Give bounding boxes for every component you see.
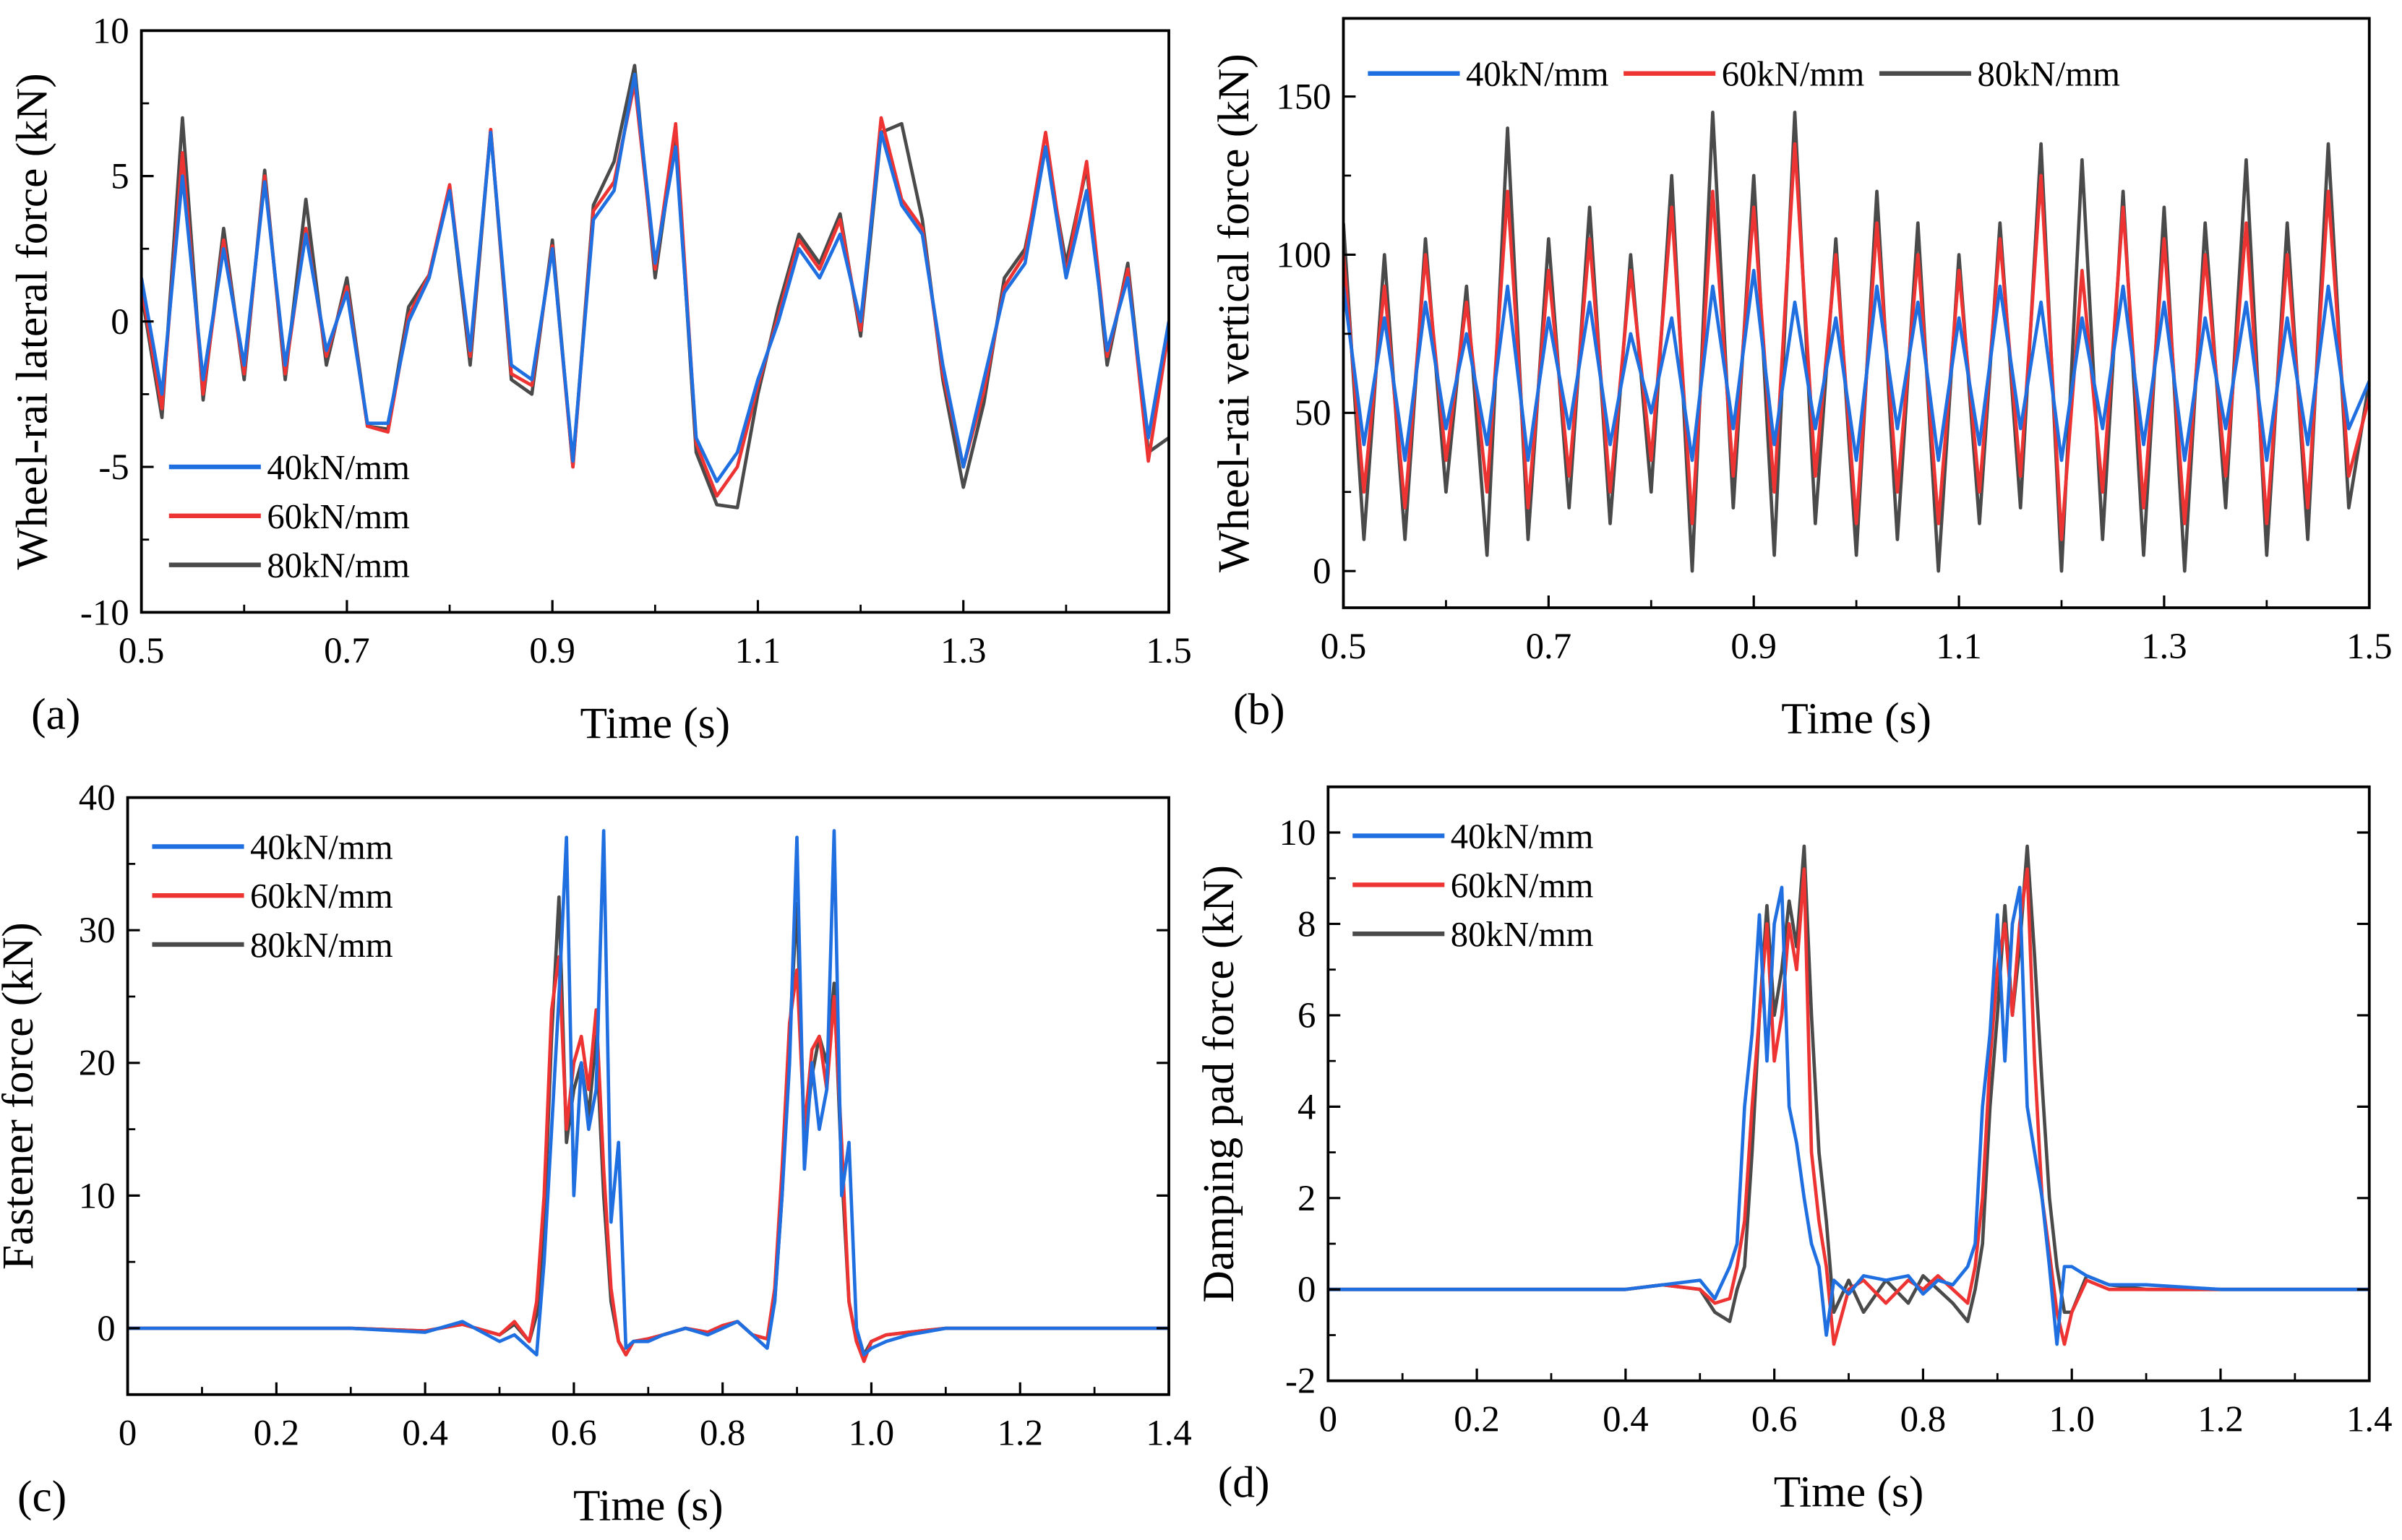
series-group [1328, 844, 2369, 1346]
series-line-80kN-per-mm [141, 64, 1170, 509]
y-tick-label: 0 [1313, 551, 1331, 591]
x-tick-label: 0.4 [1603, 1399, 1649, 1440]
x-tick-label: 0.2 [1454, 1399, 1500, 1440]
y-tick-label: 20 [79, 1043, 116, 1083]
x-tick-label: 1.0 [2049, 1399, 2095, 1440]
legend-label: 40kN/mm [1466, 55, 1609, 94]
y-tick-label: 50 [1295, 392, 1331, 433]
series-line-40kN-per-mm [1328, 885, 2369, 1346]
legend-label: 80kN/mm [267, 546, 410, 585]
y-tick-label: 5 [111, 156, 129, 197]
series-group [127, 829, 1170, 1364]
legend-label: 80kN/mm [1977, 55, 2120, 94]
series-line-40kN-per-mm [127, 829, 1170, 1357]
y-tick-label: 2 [1297, 1178, 1316, 1218]
series-line-40kN-per-mm [1343, 268, 2369, 463]
x-tick-label: 0.6 [551, 1413, 597, 1453]
legend: 40kN/mm 60kN/mm 80kN/mm [1368, 55, 2120, 94]
legend-label: 60kN/mm [1722, 55, 1865, 94]
x-tick-label: 1.0 [849, 1413, 895, 1453]
panel-label: (b) [1233, 685, 1285, 734]
series-line-60kN-per-mm [127, 955, 1170, 1364]
series-line-80kN-per-mm [127, 895, 1170, 1357]
x-tick-label: 1.4 [1146, 1413, 1192, 1453]
y-axis-label: Wheel-rai vertical force (kN) [1209, 53, 1258, 572]
y-axis-label: Fastener force (kN) [0, 922, 43, 1270]
x-tick-label: 1.5 [2346, 626, 2393, 666]
x-tick-label: 1.1 [1936, 626, 1982, 666]
y-tick-label: 6 [1297, 995, 1316, 1036]
y-tick-label: 100 [1276, 234, 1331, 275]
y-tick-label: 10 [79, 1175, 116, 1216]
x-tick-label: 0.8 [700, 1413, 746, 1453]
x-tick-label: 0.7 [1526, 626, 1572, 666]
legend: 40kN/mm 60kN/mm 80kN/mm [1352, 817, 1594, 954]
x-axis-label: Time (s) [1774, 1467, 1924, 1516]
y-tick-label: 30 [79, 910, 116, 950]
panel-label: (d) [1218, 1458, 1270, 1507]
x-tick-label: 0.9 [1730, 626, 1777, 666]
y-tick-label: 0 [97, 1308, 115, 1348]
y-tick-label: 0 [1297, 1269, 1316, 1309]
y-tick-label: 150 [1276, 76, 1331, 116]
series-line-40kN-per-mm [141, 72, 1170, 483]
x-tick-label: 1.3 [940, 630, 987, 671]
x-tick-label: 0.6 [1751, 1399, 1798, 1440]
legend-label: 60kN/mm [1451, 866, 1594, 905]
y-tick-label: 8 [1297, 903, 1316, 944]
x-tick-label: 0.4 [402, 1413, 448, 1453]
x-tick-label: 1.2 [2197, 1399, 2244, 1440]
legend-label: 60kN/mm [267, 497, 410, 536]
x-tick-label: 0.5 [119, 630, 165, 671]
y-tick-label: 10 [1279, 812, 1316, 853]
x-tick-label: 0.5 [1321, 626, 1367, 666]
x-axis-label: Time (s) [1781, 694, 1931, 744]
legend: 40kN/mm 60kN/mm 80kN/mm [152, 827, 393, 965]
x-tick-label: 1.5 [1146, 630, 1192, 671]
series-line-60kN-per-mm [1343, 142, 2369, 541]
x-tick-label: 0.8 [1900, 1399, 1947, 1440]
chart-panel-c: 0 0.2 0.4 0.6 0.8 1.0 1.2 1.4 0 10 20 30 40 Fastener … [0, 778, 1192, 1531]
x-tick-label: 0.2 [254, 1413, 300, 1453]
chart-panel-b: 0.5 0.7 0.9 1.1 1.3 1.5 0 50 100 150 Wheel-rai ver… [1209, 17, 2393, 744]
legend-label: 80kN/mm [1451, 915, 1594, 954]
chart-panel-a: 0.5 0.7 0.9 1.1 1.3 1.5 -10 -5 0 5 10 Wheel-rai lat… [7, 10, 1191, 748]
legend-label: 40kN/mm [1451, 817, 1594, 856]
x-tick-label: 1.3 [2141, 626, 2187, 666]
series-group [141, 64, 1170, 509]
legend-label: 60kN/mm [250, 877, 393, 916]
legend: 40kN/mm 60kN/mm 80kN/mm [168, 448, 410, 585]
legend-label: 40kN/mm [250, 827, 393, 866]
x-tick-label: 0.9 [529, 630, 575, 671]
y-tick-label: 40 [79, 778, 116, 818]
y-axis-label: Wheel-rai lateral force (kN) [7, 73, 56, 569]
x-tick-label: 1.1 [735, 630, 781, 671]
x-axis-label: Time (s) [580, 699, 731, 748]
legend-label: 40kN/mm [267, 448, 410, 487]
series-line-60kN-per-mm [1328, 867, 2369, 1346]
y-tick-label: -2 [1285, 1361, 1316, 1401]
x-axis-label: Time (s) [573, 1481, 724, 1530]
x-tick-label: 0.7 [324, 630, 370, 671]
series-group [1343, 111, 2369, 573]
panel-label: (a) [31, 689, 80, 739]
y-axis-label: Damping pad force (kN) [1194, 865, 1243, 1302]
legend-label: 80kN/mm [250, 926, 393, 965]
y-tick-label: -10 [80, 592, 129, 632]
y-tick-label: 0 [111, 301, 129, 342]
y-tick-label: -5 [98, 447, 129, 487]
x-tick-label: 1.2 [997, 1413, 1043, 1453]
x-tick-label: 1.4 [2346, 1399, 2393, 1440]
y-tick-label: 4 [1297, 1086, 1316, 1127]
y-tick-label: 10 [93, 10, 129, 51]
x-tick-label: 0 [119, 1413, 137, 1453]
x-tick-label: 0 [1319, 1399, 1337, 1440]
panel-label: (c) [17, 1472, 67, 1521]
